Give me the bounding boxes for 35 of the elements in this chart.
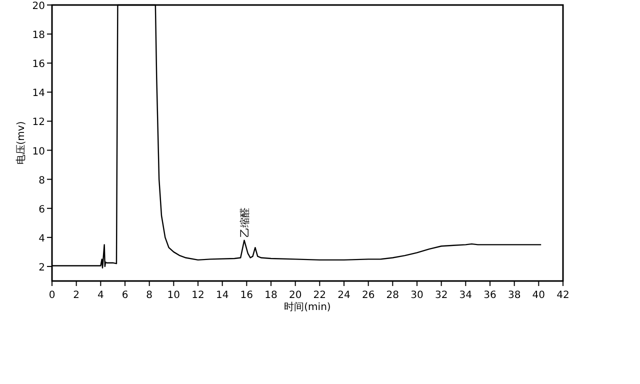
x-tick-label: 8 <box>146 290 153 301</box>
x-tick-label: 42 <box>556 290 570 301</box>
x-tick-label: 40 <box>532 290 546 301</box>
y-tick-label: 4 <box>38 233 45 244</box>
x-tick-label: 2 <box>73 290 80 301</box>
y-tick-label: 14 <box>32 88 45 100</box>
x-tick-label: 20 <box>288 290 302 301</box>
y-tick-label: 8 <box>38 175 45 186</box>
x-tick-label: 32 <box>434 290 448 301</box>
y-axis-title: 电压(mv) <box>15 121 27 165</box>
x-tick-label: 0 <box>48 290 56 301</box>
annotation: 乙缩醛 <box>239 207 252 238</box>
x-tick-label: 18 <box>264 290 278 301</box>
y-tick-label: 2 <box>38 262 45 274</box>
x-tick-label: 26 <box>362 290 375 301</box>
x-tick-label: 34 <box>459 290 472 301</box>
x-tick-label: 38 <box>508 290 521 301</box>
y-tick-label: 10 <box>32 146 45 158</box>
x-tick-label: 30 <box>410 290 424 301</box>
x-tick-label: 10 <box>167 290 180 301</box>
x-tick-label: 14 <box>216 290 229 301</box>
y-tick-label: 16 <box>32 59 45 70</box>
y-tick-label: 6 <box>38 204 45 216</box>
y-tick-label: 18 <box>32 30 45 42</box>
y-tick-label: 20 <box>32 1 45 12</box>
x-tick-label: 6 <box>122 290 128 301</box>
x-axis-title: 时间(min) <box>284 301 331 313</box>
x-tick-label: 4 <box>97 290 104 301</box>
x-tick-label: 12 <box>192 290 204 301</box>
x-tick-label: 28 <box>386 290 400 301</box>
y-tick-label: 12 <box>32 117 45 128</box>
x-tick-label: 16 <box>240 290 254 301</box>
x-tick-label: 24 <box>338 290 350 301</box>
x-tick-label: 36 <box>484 290 496 301</box>
x-tick-label: 22 <box>313 290 326 301</box>
